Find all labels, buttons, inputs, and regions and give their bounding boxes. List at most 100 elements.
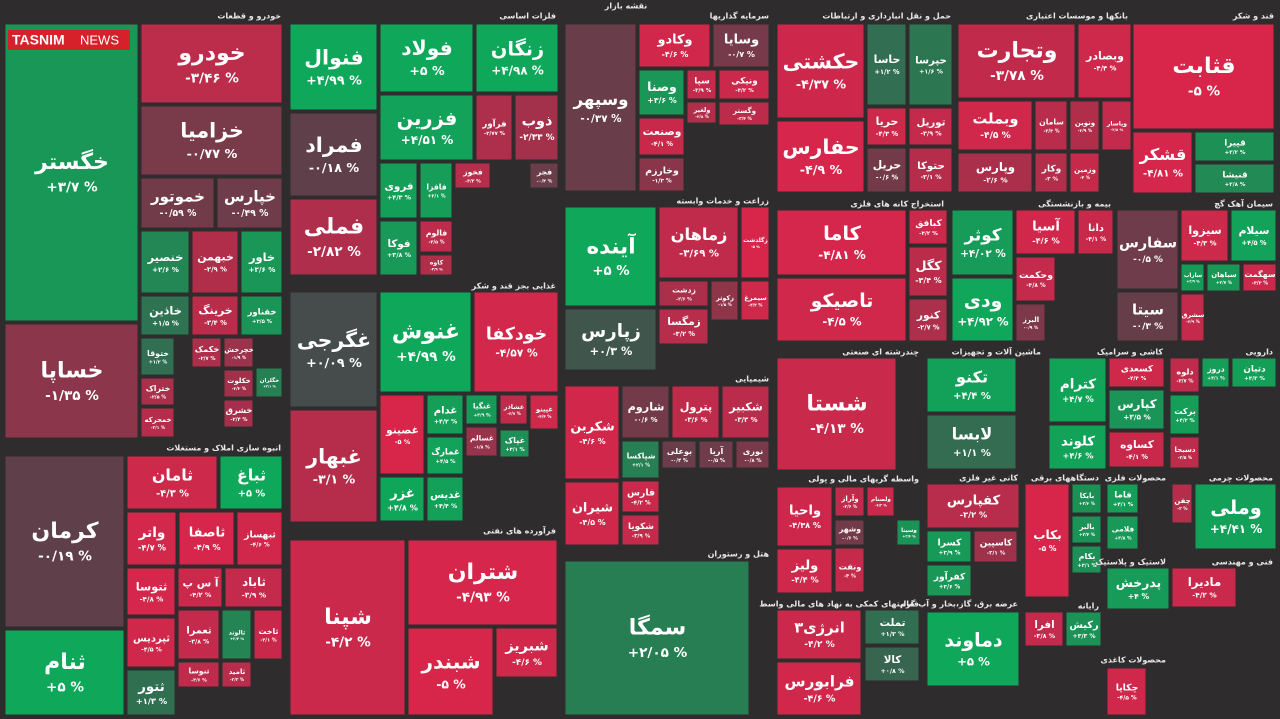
sector-label: فرآورده های نفتی [483, 526, 556, 536]
tile [1132, 23, 1275, 130]
tile-name: فرآور [481, 118, 506, 130]
tile [1069, 100, 1100, 151]
tile-name: خمحرکه [144, 416, 171, 424]
sector-label: هتل و رستوران [708, 550, 770, 559]
sector-label: کاشی و سرامیک [1097, 348, 1164, 357]
tile-name: زمگسا [667, 315, 701, 328]
tile-value: +۱/۳ % [136, 696, 168, 706]
tile-name: زکوثر [715, 294, 734, 302]
tile [126, 511, 177, 566]
tile [419, 254, 453, 276]
tile-name: کاسپین [980, 538, 1013, 548]
tile-name: وصنعت [643, 125, 682, 138]
tile [177, 567, 223, 608]
tile [407, 539, 558, 626]
tile-value: +۲/۰۵ % [628, 645, 688, 661]
tile [191, 230, 239, 294]
tile-value: +۴/۵ % [1242, 239, 1267, 247]
sector-label: دستگاههای برقی [1031, 473, 1099, 483]
tile-name: ساراب [1184, 273, 1203, 279]
sector-label: شیمیایی [735, 375, 769, 384]
tile [864, 646, 920, 682]
tile-name: کبافق [915, 219, 942, 229]
tile-value: +۴/۱ % [1207, 375, 1225, 381]
tile [473, 291, 559, 393]
sector-label: عرضه برق، گاز،بخار و آب گرم [900, 599, 1018, 609]
tile [564, 385, 620, 480]
tile [223, 337, 254, 368]
tile-name: خکمک [195, 344, 220, 354]
tile [1077, 23, 1132, 99]
tile-name: ثنوسا [188, 667, 209, 676]
sector-label: حمل و نقل انبارداری و ارتباطات [822, 12, 951, 21]
tile-value: +۴/۴ % [434, 503, 457, 510]
tile-name: فوکا [387, 238, 410, 250]
sector-label: محصولات فلزی [1105, 474, 1166, 483]
tile-value: +۱/۱ % [953, 448, 991, 459]
tile-name: حکشتی [783, 49, 860, 73]
tile-name: غزر [389, 487, 415, 502]
tile-name: وسپهر [573, 89, 629, 110]
tile-name: ثاباد [242, 575, 266, 589]
tile-name: قنیشا [1222, 171, 1247, 181]
tile [454, 162, 491, 189]
tile-value: -۰/۵۹ % [160, 208, 198, 219]
tile [621, 385, 670, 439]
tile-name: بایکا [1080, 492, 1095, 500]
tile-value: -۴/۴ % [1128, 376, 1147, 382]
tile-value: +۳/۱ % [505, 447, 524, 453]
tile-name: دسبحا [1174, 446, 1195, 454]
tile-value: -۴/۳ % [156, 488, 189, 499]
tile-value: -۳/۹ % [242, 591, 267, 600]
tile-name: کفرآور [933, 570, 966, 582]
tile-name: قشکر [1139, 145, 1187, 164]
tile [1071, 483, 1102, 514]
tile-value: +۰/۳ % [590, 345, 633, 358]
tile-value: -۳/۲ % [960, 510, 987, 520]
tile-name: خودکفا [486, 325, 547, 345]
tile-value: -۳/۱ % [151, 425, 166, 431]
tile-value: -۴/۹ % [800, 162, 843, 177]
tile-value: +۴/۸ % [387, 503, 418, 513]
tile-name: وتجارت [977, 39, 1058, 64]
tile-value: -۲/۶ % [676, 296, 692, 302]
tile [710, 280, 739, 321]
tile-name: سباهان [1211, 271, 1237, 279]
logo-suffix: NEWS [80, 32, 119, 47]
tile [529, 162, 559, 189]
tile-value: -۴/۱ % [1086, 236, 1106, 243]
tile [379, 220, 418, 276]
tile-name: وکار [1041, 164, 1061, 174]
tile-value: -۱/۹ % [232, 355, 247, 361]
tile [1242, 263, 1277, 292]
tile-name: شکبیر [728, 400, 763, 413]
tile [1171, 483, 1193, 524]
tile [908, 209, 948, 245]
tile [957, 152, 1033, 193]
tile [140, 295, 190, 336]
tile-name: ختراک [146, 384, 171, 393]
tile [1015, 209, 1076, 255]
tile-name: غپاک [505, 435, 525, 445]
tile-name: شبریز [504, 639, 548, 655]
tile-value: -۳/۱ % [313, 471, 356, 486]
tile-name: ثپردیس [133, 634, 170, 645]
tile [776, 548, 833, 594]
sector-label: غذایی بجز قند و شکر [471, 282, 556, 291]
tile [379, 94, 474, 161]
tile-value: +۴/۲ % [1175, 418, 1194, 424]
tile-value: +۴/۴ % [953, 391, 991, 402]
tile-value: -۴/۵ % [579, 518, 606, 527]
tile-name: آینده [586, 232, 636, 259]
tile-value: +۲/۸ % [1225, 182, 1246, 188]
tile-value: -۳/۶ % [191, 677, 207, 683]
tile [289, 23, 378, 111]
tile-value: -۴/۴ % [1094, 65, 1117, 73]
logo-box [8, 30, 130, 50]
tile-name: وپاسار [1106, 120, 1127, 127]
tile-value: +۰/۸ % [880, 667, 905, 675]
tile-name: آسیا [1032, 218, 1060, 235]
tile-name: سفارس [1119, 236, 1177, 252]
tile-value: +۴/۳ % [387, 194, 412, 202]
tile [499, 429, 530, 458]
